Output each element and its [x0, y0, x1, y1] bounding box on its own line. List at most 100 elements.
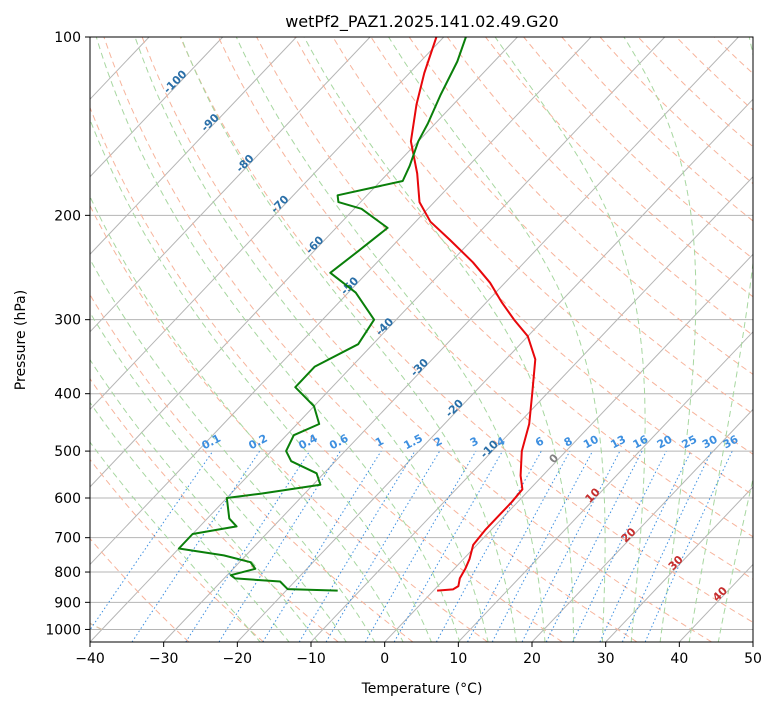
chart-title: wetPf2_PAZ1.2025.141.02.49.G20: [285, 12, 559, 32]
dry-adiabat-line: [332, 37, 753, 455]
mixing-ratio-label: 3: [468, 434, 481, 449]
dry-adiabat-line: [408, 37, 753, 375]
mixing-ratio-line: [90, 450, 214, 631]
mixing-ratio-line: [298, 450, 416, 642]
y-axis-label: Pressure (hPa): [13, 290, 29, 390]
dry-adiabat-line: [141, 37, 712, 642]
y-tick-label: 500: [54, 444, 81, 460]
isotherm-line: [163, 37, 739, 642]
moist-adiabat-line: [303, 37, 575, 642]
dry-adiabat-line: [561, 37, 753, 222]
dry-adiabat-line: [90, 537, 190, 642]
moist-adiabat-line: [494, 37, 646, 642]
dry-adiabat-line: [370, 37, 753, 415]
isotherm-line: [0, 37, 75, 642]
mixing-ratio-line: [599, 450, 692, 642]
mixing-ratio-label: 8: [562, 434, 575, 449]
dry-adiabat-line: [637, 37, 753, 148]
mixing-ratio-label: 1.5: [402, 432, 425, 453]
dry-adiabat-line: [752, 37, 753, 39]
isotherm-label: -20: [443, 397, 466, 420]
y-tick-label: 1000: [45, 622, 81, 638]
adiabat-label: 20: [619, 525, 639, 545]
isotherm-line: [605, 486, 753, 642]
isotherm-label: -90: [199, 111, 222, 134]
isotherm-line: [90, 37, 592, 566]
isotherm-line: [236, 98, 753, 642]
mixing-ratio-line: [545, 450, 643, 642]
axis-ticks: −40 −30 −20 −10 0 10 20 30 40 50 1000 900 800 700 600 5…: [45, 30, 762, 667]
dry-adiabat-line: [294, 37, 753, 496]
x-tick-label: −20: [223, 651, 253, 667]
mixing-ratio-label: 0.4: [296, 432, 320, 453]
x-tick-label: 0: [380, 651, 389, 667]
moist-adiabat-line: [90, 311, 347, 642]
x-tick-label: −10: [296, 651, 326, 667]
isotherm-label: -30: [408, 356, 431, 379]
isotherm-line: [90, 37, 445, 411]
moist-adiabat-line: [90, 358, 319, 642]
moist-adiabat-line: [388, 37, 606, 642]
dry-adiabat-line: [90, 458, 264, 642]
isotherm-line: [678, 563, 753, 642]
mixing-ratio-label: 1: [373, 434, 386, 449]
dry-adiabat-line: [103, 37, 638, 642]
moist-adiabat-line: [95, 37, 461, 642]
x-tick-label: 50: [744, 651, 762, 667]
mixing-ratio-label: 16: [631, 433, 651, 452]
x-tick-label: 10: [449, 651, 467, 667]
dry-adiabat-line: [179, 37, 753, 623]
moist-adiabat-line: [90, 258, 376, 642]
dry-adiabat-line: [599, 37, 753, 185]
y-tick-label: 400: [54, 387, 81, 403]
mixing-ratio-label: 36: [721, 433, 741, 452]
mixing-ratio-line: [644, 450, 733, 642]
isotherm-line: [90, 37, 518, 488]
mixing-ratio-label: 20: [655, 433, 675, 452]
mixing-ratio-label: 0.1: [200, 432, 223, 453]
mixing-ratio-line: [218, 450, 341, 642]
isotherm-line: [90, 37, 371, 333]
mixing-ratio-line: [262, 450, 382, 642]
isotherm-label: -50: [338, 274, 361, 297]
x-tick-label: −40: [75, 651, 105, 667]
isotherm-label: -40: [373, 315, 396, 338]
y-tick-label: 700: [54, 531, 81, 547]
mixing-ratio-label: 6: [533, 434, 546, 449]
x-tick-label: 40: [670, 651, 688, 667]
profile-traces: [177, 37, 537, 592]
plot-frame: [89, 36, 754, 643]
moist-adiabat-line: [90, 441, 261, 642]
moist-adiabat-line: [717, 476, 753, 642]
dewpoint-trace: [177, 37, 467, 592]
isotherm-label: -70: [268, 192, 291, 215]
adiabat-label: 30: [666, 553, 686, 573]
isotherm-label: -80: [233, 152, 256, 175]
x-tick-label: 30: [597, 651, 615, 667]
adiabat-label: 40: [710, 584, 730, 604]
x-tick-label: −30: [149, 651, 179, 667]
isotherm-line: [531, 408, 753, 642]
isotherm-label: -100: [161, 67, 190, 96]
isotherm-line: [90, 37, 224, 178]
mixing-ratio-line: [435, 450, 542, 642]
dry-adiabat-line: [90, 377, 339, 642]
dry-adiabat-line: [256, 37, 753, 538]
temperature-trace: [409, 37, 537, 592]
moist-adiabat-line: [623, 37, 697, 642]
line-labels: 0.1 0.2 0.4 0.6 1 1.5 2 3 4 6 8 10 13 16 20 25 30 36-100-…: [161, 67, 741, 604]
y-tick-label: 600: [54, 491, 81, 507]
mixing-ratio-label: 30: [700, 433, 720, 452]
moist-adiabat-line: [235, 37, 546, 642]
moist-adiabat-line: [180, 37, 518, 642]
dry-adiabat-line: [714, 37, 753, 75]
moist-adiabat-line: [90, 401, 290, 642]
mixing-ratio-label: 25: [680, 433, 700, 452]
isotherm-label: -60: [303, 233, 326, 256]
dry-adiabat-line: [90, 204, 488, 642]
mixing-ratio-line: [572, 450, 667, 642]
y-tick-label: 200: [54, 208, 81, 224]
x-tick-label: 20: [523, 651, 541, 667]
isotherm-line: [90, 37, 297, 256]
